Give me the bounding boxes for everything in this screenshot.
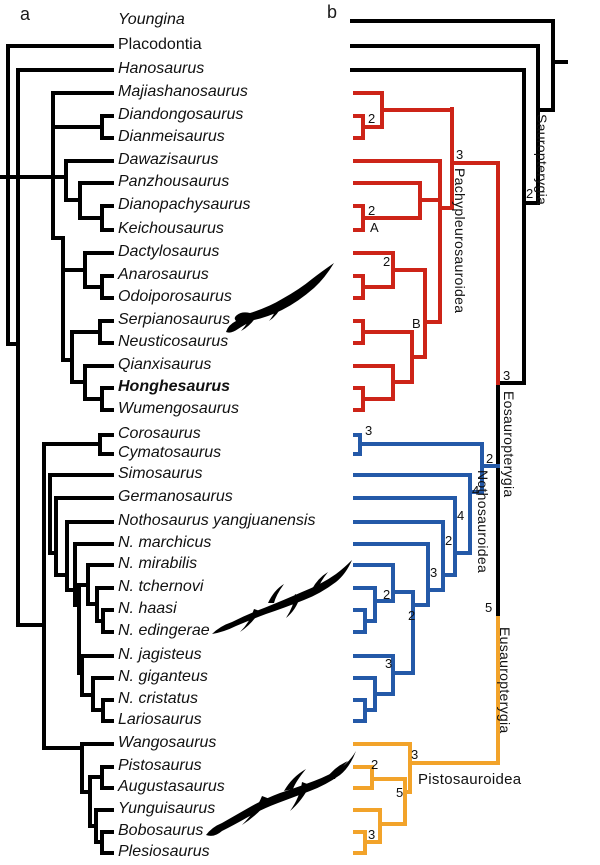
panel-a-tree [0,44,114,855]
taxon-label: Odoiporosaurus [118,288,232,305]
node-support-label: 4 [472,483,480,498]
node-support-label: 4 [457,508,465,523]
taxon-label: Serpianosaurus [118,311,231,328]
panel-b-tree [350,19,568,855]
pistosaur-silhouette [206,751,356,836]
panel-a-letter: a [20,4,31,24]
node-support-label: 2 [371,757,379,772]
node-support-label: 2 [408,608,416,623]
node-support-label: 5 [485,600,493,615]
taxon-label: N. giganteus [118,668,208,685]
taxon-label: N. edingerae [118,622,210,639]
taxon-label: N. tchernovi [118,578,204,595]
taxon-label: Panzhousaurus [118,173,230,190]
panel-a-backbone [0,44,114,750]
clade-label-pistosauroidea: Pistosauroidea [418,771,522,788]
taxon-label: Anarosaurus [118,266,209,283]
taxon-label: Honghesaurus [118,378,231,395]
taxon-label: Germanosaurus [118,488,233,505]
node-support-label: 3 [385,656,393,671]
taxon-label: N. mirabilis [118,555,198,572]
taxon-label: Dawazisaurus [118,151,219,168]
node-support-label: 2 [383,587,391,602]
node-support-label: 3 [503,368,511,383]
taxon-label: Youngina [118,11,185,28]
clade-label-pachypleurosauroidea: Pachypleurosauroidea [452,168,468,314]
taxon-label: Keichousaurus [118,220,224,237]
clade-label-sauropterygia: Sauropterygia [534,114,550,206]
taxon-label: Dianopachysaurus [118,196,251,213]
taxon-label: N. cristatus [118,690,199,707]
clade-label-eusauropterygia: Eusauropterygia [497,627,513,734]
panel-a-pistosaur-clade [80,742,114,855]
taxon-label: Wumengosaurus [118,400,239,417]
node-support-label: 2 [486,451,494,466]
panel-a-nothosaur-clade [42,433,114,723]
taxon-label: Augustasaurus [118,778,225,795]
taxon-label: Pistosaurus [118,757,202,774]
node-support-label: 2 [383,254,391,269]
node-support-label: 3 [456,147,464,162]
taxon-label: Cymatosaurus [118,444,222,461]
taxon-label: Dactylosaurus [118,243,220,260]
node-support-label: A [370,220,379,235]
node-support-label: 3 [411,747,419,762]
taxon-label: N. haasi [118,600,177,617]
panel-a-pachypleurosaur-clade [51,91,114,412]
taxon-label: Diandongosaurus [118,106,244,123]
node-support-label: 2 [526,186,534,201]
taxon-label: Simosaurus [118,465,203,482]
clade-label-nothosauroidea: Nothosauroidea [475,470,491,574]
taxon-label: Lariosaurus [118,711,202,728]
clade-label-eosauropterygia: Eosauropterygia [501,391,517,498]
node-support-label: 2 [445,533,453,548]
taxon-label: Placodontia [118,36,202,53]
node-support-label: 3 [430,565,438,580]
panel-b-backbone [350,19,568,620]
node-support-label: 2 [368,203,376,218]
taxon-label: Corosaurus [118,425,201,442]
panel-b-letter: b [327,2,338,22]
node-support-label: 3 [365,423,373,438]
node-support-label: 3 [368,827,376,842]
taxon-label: Dianmeisaurus [118,128,225,145]
taxon-label: Bobosaurus [118,822,204,839]
taxon-label: Wangosaurus [118,734,217,751]
taxon-label: Neusticosaurus [118,333,229,350]
panel-b-nothosauroidea-branches [353,433,500,723]
taxon-label: Hanosaurus [118,60,205,77]
taxon-label: Qianxisaurus [118,356,212,373]
taxon-label: Yunguisaurus [118,800,216,817]
node-support-label: 5 [396,785,404,800]
node-support-label: 2 [368,111,376,126]
taxon-label: N. marchicus [118,534,212,551]
taxon-label: Plesiosaurus [118,843,210,860]
taxon-label: Nothosaurus yangjuanensis [118,512,316,529]
taxon-label: Majiashanosaurus [118,83,248,100]
node-support-label: B [412,316,421,331]
panel-b-pistosauroidea-branches [353,616,500,855]
pachypleurosaur-silhouette [226,263,334,333]
nothosaur-silhouette [212,560,352,634]
panel-b-pachypleurosauroidea-branches [353,91,500,412]
taxon-label: N. jagisteus [118,646,202,663]
